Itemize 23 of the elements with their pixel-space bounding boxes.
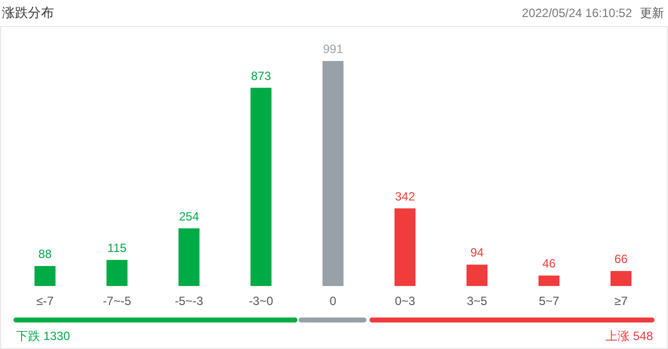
x-tick-label: ≤-7 xyxy=(36,294,54,308)
data-label: 94 xyxy=(470,246,484,260)
data-label: 115 xyxy=(107,240,127,255)
data-label: 873 xyxy=(250,68,272,83)
x-tick-label: 3~5 xyxy=(466,294,488,308)
x-tick-label: 0 xyxy=(330,294,337,308)
x-tick-label: 0~3 xyxy=(394,294,416,308)
text: 2022/05/24 16:10:52 xyxy=(522,6,632,20)
x-tick-label: -7~-5 xyxy=(102,294,132,308)
x-tick-label: ≥7 xyxy=(614,294,628,308)
x-tick-label: -5~-3 xyxy=(174,294,204,308)
data-label: 88 xyxy=(38,247,52,262)
x-tick-label: -3~0 xyxy=(248,294,274,308)
chart-title: 涨跌分布 xyxy=(2,5,54,20)
text: 下跌 1330 xyxy=(16,329,70,343)
text: 更新 xyxy=(640,6,664,20)
data-label: 254 xyxy=(178,209,200,224)
data-label: 991 xyxy=(322,42,344,56)
data-label: 66 xyxy=(614,252,628,266)
text: 上涨 548 xyxy=(606,329,654,343)
data-label: 342 xyxy=(394,189,416,204)
x-tick-label: 5~7 xyxy=(538,294,560,308)
data-label: 46 xyxy=(542,256,556,271)
